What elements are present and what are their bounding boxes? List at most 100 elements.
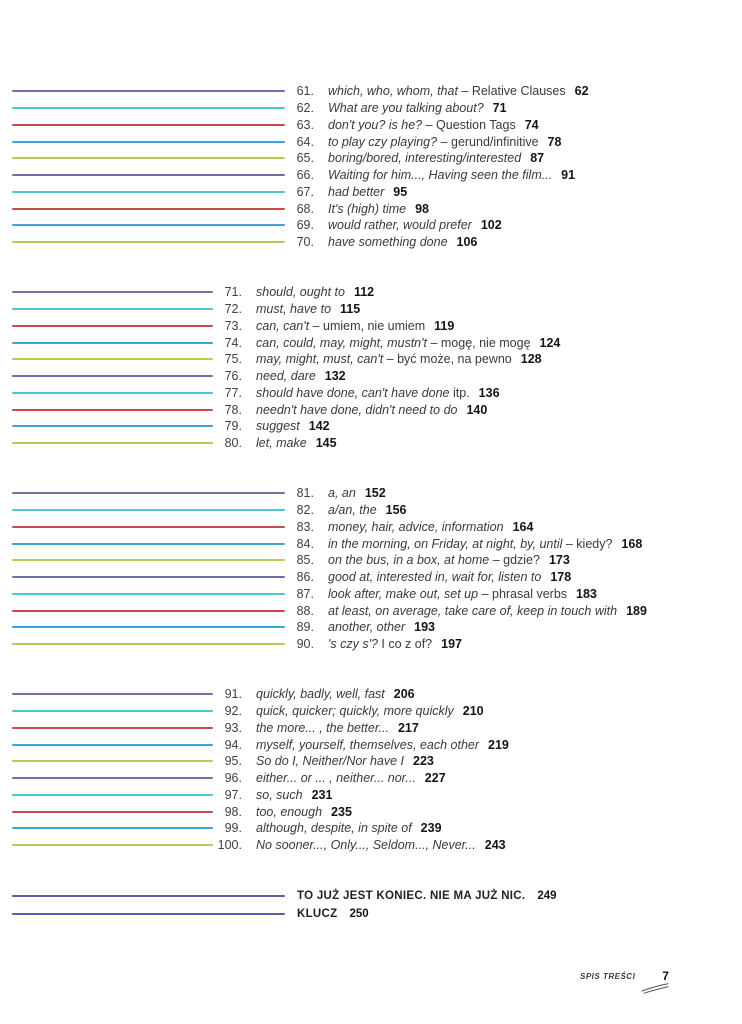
entry-number: 86. [296, 570, 314, 585]
entry-number: 99. [224, 821, 242, 836]
entry-number: 89. [296, 620, 314, 635]
entry-rule-line [12, 90, 285, 93]
toc-entry: 64. to play czy playing? – gerund/infini… [12, 133, 732, 150]
entry-title-italic: can, can't [256, 318, 310, 333]
toc-group-91-100: 91. quickly, badly, well, fast 206 92. q… [12, 686, 732, 854]
entry-page-number: 156 [385, 503, 407, 518]
entry-page-number: 243 [484, 838, 506, 853]
entry-number: 69. [296, 218, 314, 233]
entry-title-italic: the more... , the better... [256, 720, 389, 735]
entry-rule-line [12, 224, 285, 227]
entry-title: No sooner..., Only..., Seldom..., Never.… [256, 838, 476, 852]
entry-number: 62. [296, 101, 314, 116]
toc-entry: 95. So do I, Neither/Nor have I 223 [12, 753, 732, 770]
entry-rule-line [12, 107, 285, 110]
toc-entry: 62. What are you talking about? 71 [12, 100, 732, 117]
entry-number: 97. [224, 787, 242, 802]
entry-number: 64. [296, 134, 314, 149]
entry-rule-line [12, 542, 285, 545]
entry-number: 72. [224, 302, 242, 317]
closing-entry: KLUCZ 250 [12, 905, 732, 923]
entry-page-number: 78 [547, 134, 562, 149]
entry-title-italic: money, hair, advice, information [328, 519, 504, 534]
entry-title: should have done, can't have done itp. [256, 386, 470, 400]
entry-rule-line [12, 810, 213, 813]
toc-entry: 77. should have done, can't have done it… [12, 385, 732, 402]
entry-rule-line [12, 525, 285, 528]
entry-title-italic: let, make [256, 436, 307, 451]
entry-title: quick, quicker; quickly, more quickly [256, 704, 454, 718]
toc-entry: 97. so, such 231 [12, 787, 732, 804]
entry-number: 98. [224, 804, 242, 819]
footer-section-label: SPIS TREŚCI [580, 971, 636, 981]
entry-title-regular: – mogę, nie mogę [426, 335, 531, 350]
closing-rule-line [12, 912, 285, 915]
toc-entry: 100. No sooner..., Only..., Seldom..., N… [12, 837, 732, 854]
entry-title: should, ought to [256, 285, 345, 299]
entry-title-italic: either... or ... , neither... nor... [256, 771, 416, 786]
entry-page-number: 227 [424, 771, 446, 786]
entry-page-number: 164 [512, 519, 534, 534]
entry-title-italic: although, despite, in spite of [256, 821, 412, 836]
entry-rule-line [12, 123, 285, 126]
toc-entry: 98. too, enough 235 [12, 803, 732, 820]
entry-rule-line [12, 157, 285, 160]
toc-entry: 81. a, an 152 [12, 485, 732, 502]
entry-title-italic: suggest [256, 419, 300, 434]
entry-title-regular: – być może, na pewno [383, 352, 512, 367]
entry-title: a/an, the [328, 503, 377, 517]
toc-entry: 80. let, make 145 [12, 435, 732, 452]
entry-number: 66. [296, 168, 314, 183]
closing-page-number: 250 [349, 907, 369, 920]
entry-number: 83. [296, 519, 314, 534]
toc-entry: 94. myself, yourself, themselves, each o… [12, 736, 732, 753]
entry-number: 65. [296, 151, 314, 166]
entry-page-number: 168 [621, 536, 643, 551]
entry-rule-line [12, 844, 213, 847]
entry-title: boring/bored, interesting/interested [328, 151, 521, 165]
toc-group-71-80: 71. should, ought to 112 72. must, have … [12, 284, 732, 452]
entry-title-italic: have something done [328, 235, 448, 250]
entry-rule-line [12, 442, 213, 445]
entry-title-italic: another, other [328, 620, 406, 635]
closing-section: TO JUŻ JEST KONIEC. NIE MA JUŻ NIC. 249 … [12, 887, 732, 922]
entry-title: can, could, may, might, mustn't – mogę, … [256, 336, 531, 350]
entry-page-number: 183 [576, 586, 597, 601]
entry-title: may, might, must, can't – być może, na p… [256, 352, 512, 366]
entry-rule-line [12, 324, 213, 327]
entry-title-italic: had better [328, 184, 385, 199]
entry-rule-line [12, 207, 285, 210]
entry-page-number: 87 [530, 151, 545, 166]
toc-entry: 68. It's (high) time 98 [12, 200, 732, 217]
entry-rule-line [12, 793, 213, 796]
entry-rule-line [12, 609, 285, 612]
entry-number: 94. [224, 737, 242, 752]
entry-title: so, such [256, 788, 303, 802]
toc-entry: 63. don't you? is he? – Question Tags 74 [12, 117, 732, 134]
entry-title-regular: – Relative Clauses [457, 84, 566, 99]
toc-entry: 79. suggest 142 [12, 418, 732, 435]
entry-title-italic: don't you? is he? [328, 117, 423, 132]
entry-title: at least, on average, take care of, keep… [328, 604, 617, 618]
entry-title-regular: – Question Tags [422, 117, 516, 132]
entry-page-number: 210 [462, 704, 484, 719]
entry-rule-line [12, 241, 285, 244]
page-footer: SPIS TREŚCI 7 [580, 969, 669, 983]
toc-entry: 73. can, can't – umiem, nie umiem 119 [12, 318, 732, 335]
entry-page-number: 152 [364, 486, 386, 501]
toc-entry: 61. which, who, whom, that – Relative Cl… [12, 83, 732, 100]
entry-title: look after, make out, set up – phrasal v… [328, 587, 567, 601]
entry-rule-line [12, 592, 285, 595]
toc-entry: 91. quickly, badly, well, fast 206 [12, 686, 732, 703]
entry-title-italic: boring/bored, interesting/interested [328, 151, 522, 166]
entry-page-number: 128 [520, 352, 542, 367]
entry-rule-line [12, 743, 213, 746]
entry-title: in the morning, on Friday, at night, by,… [328, 537, 612, 551]
entry-title: too, enough [256, 805, 322, 819]
entry-rule-line [12, 308, 213, 311]
entry-number: 67. [296, 184, 314, 199]
toc-group-81-90: 81. a, an 152 82. a/an, the 156 83. mone… [12, 485, 732, 653]
entry-page-number: 91 [561, 168, 576, 183]
footer-page-number: 7 [662, 969, 669, 983]
entry-rule-line [12, 291, 213, 294]
